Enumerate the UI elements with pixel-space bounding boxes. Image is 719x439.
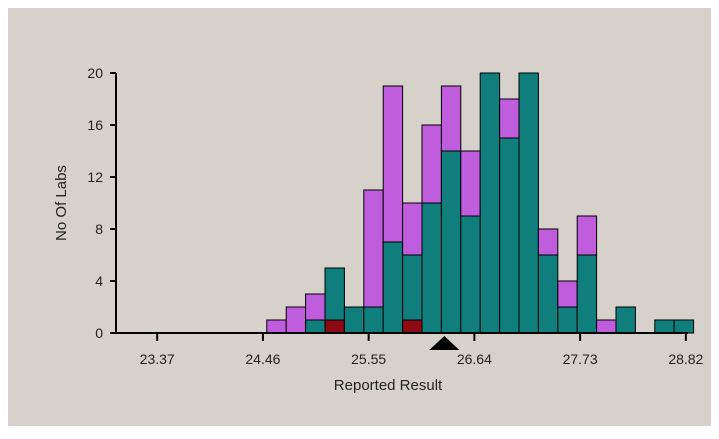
bar-s1-b19 bbox=[499, 137, 520, 334]
assigned-value-marker bbox=[429, 336, 460, 350]
y-tick-label-3: 12 bbox=[87, 169, 103, 185]
bar-s1-b20 bbox=[518, 72, 539, 334]
bar-s1-b9 bbox=[305, 319, 326, 334]
bar-s2-b24 bbox=[596, 319, 617, 334]
bar-s2-b19 bbox=[499, 98, 520, 139]
y-tick-label-4: 16 bbox=[87, 117, 103, 133]
y-tick-label-1: 4 bbox=[95, 273, 103, 289]
bar-s0-b14 bbox=[402, 319, 423, 334]
bar-s1-b10 bbox=[324, 267, 345, 321]
bar-s1-b14 bbox=[402, 254, 423, 321]
x-tick-label-1: 24.46 bbox=[245, 351, 280, 367]
x-tick-label-3: 26.64 bbox=[457, 351, 492, 367]
bar-s1-b25 bbox=[615, 306, 636, 334]
x-tick-label-0: 23.37 bbox=[140, 351, 175, 367]
x-axis-label: Reported Result bbox=[334, 377, 443, 394]
bar-s1-b18 bbox=[479, 72, 501, 334]
axes-layer: 04812162023.3724.4625.5526.6427.7328.822… bbox=[87, 65, 703, 367]
bar-s1-b27 bbox=[654, 319, 675, 334]
bar-s1-b23 bbox=[576, 254, 598, 334]
bar-s2-b9 bbox=[305, 293, 326, 321]
bar-s1-b15 bbox=[421, 202, 442, 334]
bar-s1-b11 bbox=[343, 306, 365, 334]
bar-s2-b21 bbox=[537, 228, 559, 256]
bar-s1-b12 bbox=[363, 306, 384, 334]
x-tick-label-5: 28.82 bbox=[668, 351, 703, 367]
bar-s1-b16 bbox=[440, 150, 462, 334]
bar-s2-b8 bbox=[285, 306, 307, 334]
bar-s2-b17 bbox=[460, 150, 481, 217]
bar-s2-b12 bbox=[363, 189, 384, 308]
bars-layer bbox=[266, 72, 695, 334]
bar-s2-b7 bbox=[266, 319, 287, 334]
y-tick-label-5: 20 bbox=[87, 65, 103, 81]
bar-s1-b28 bbox=[673, 319, 695, 334]
x-tick-label-2: 25.55 bbox=[351, 351, 386, 367]
bar-s1-b21 bbox=[537, 254, 559, 334]
y-axis-label: No Of Labs bbox=[53, 165, 70, 241]
y-tick-label-0: 0 bbox=[95, 325, 103, 341]
bar-s2-b22 bbox=[557, 280, 578, 308]
bar-s2-b15 bbox=[421, 124, 442, 204]
bar-s2-b23 bbox=[576, 215, 598, 256]
x-tick-label-4: 27.73 bbox=[563, 351, 598, 367]
bar-s1-b13 bbox=[382, 241, 404, 334]
bar-s2-b16 bbox=[440, 85, 462, 152]
bar-s1-b22 bbox=[557, 306, 578, 334]
bar-s0-b10 bbox=[324, 319, 345, 334]
bar-s1-b17 bbox=[460, 215, 481, 334]
bar-s2-b13 bbox=[382, 85, 404, 243]
bar-s2-b14 bbox=[402, 202, 423, 256]
y-tick-label-2: 8 bbox=[95, 221, 103, 237]
